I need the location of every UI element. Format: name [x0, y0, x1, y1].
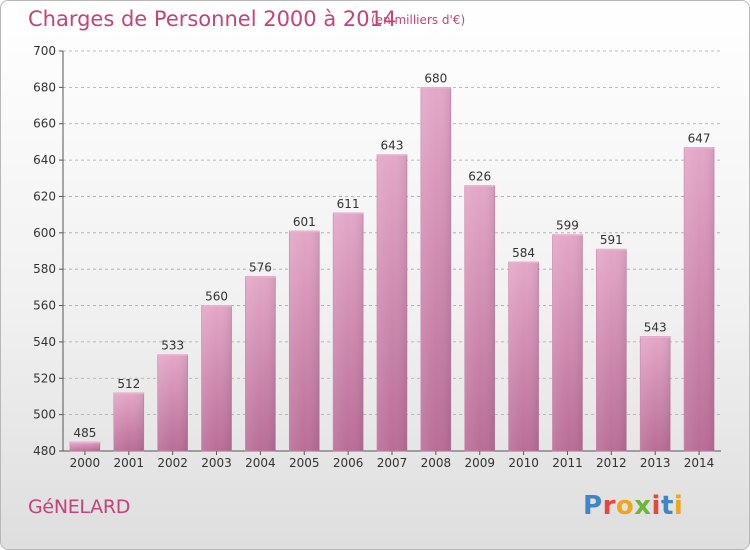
x-tick-label: 2003 — [201, 456, 232, 470]
x-tick-label: 2007 — [377, 456, 408, 470]
bar-shine — [377, 154, 407, 452]
bar-shine — [245, 276, 276, 451]
y-tick-label: 520 — [33, 371, 56, 385]
bar-shine — [420, 87, 451, 451]
chart-unit: (en milliers d'€) — [371, 13, 466, 27]
y-tick-label: 680 — [33, 80, 56, 94]
bar-shine — [684, 147, 715, 451]
x-tick-label: 2001 — [114, 456, 145, 470]
commune-name: GéNELARD — [28, 496, 131, 518]
x-tick-label: 2013 — [640, 456, 671, 470]
y-tick-label: 660 — [33, 117, 56, 131]
value-label: 543 — [644, 320, 667, 334]
bar-shine — [69, 441, 100, 451]
bar-shine — [201, 305, 232, 451]
logo-letter: P — [583, 491, 603, 521]
bar-shine — [508, 261, 539, 451]
bar-shine — [464, 185, 495, 451]
x-tick-label: 2009 — [464, 456, 495, 470]
value-label: 584 — [512, 246, 535, 260]
y-tick-label: 480 — [33, 444, 56, 458]
x-tick-label: 2008 — [421, 456, 452, 470]
y-tick-label: 540 — [33, 335, 56, 349]
x-tick-label: 2011 — [552, 456, 583, 470]
value-label: 643 — [381, 139, 404, 153]
y-tick-label: 600 — [33, 226, 56, 240]
value-label: 576 — [249, 260, 272, 274]
logo-letter: r — [602, 491, 616, 521]
value-label: 626 — [468, 170, 491, 184]
bar-shine — [333, 212, 364, 451]
x-tick-label: 2002 — [157, 456, 188, 470]
x-tick-label: 2000 — [70, 456, 101, 470]
value-label: 601 — [293, 215, 316, 229]
value-label: 512 — [117, 377, 140, 391]
value-label: 485 — [73, 426, 96, 440]
x-tick-label: 2006 — [333, 456, 364, 470]
y-tick-label: 640 — [33, 153, 56, 167]
value-label: 647 — [688, 131, 711, 145]
x-tick-label: 2012 — [596, 456, 627, 470]
bar-shine — [596, 249, 627, 451]
value-label: 591 — [600, 233, 623, 247]
logo-letter: o — [615, 491, 635, 521]
value-label: 533 — [161, 339, 184, 353]
logo-letter: t — [660, 491, 674, 521]
x-tick-label: 2010 — [508, 456, 539, 470]
bar-shine — [552, 234, 583, 451]
y-tick-label: 580 — [33, 262, 56, 276]
chart-title: Charges de Personnel 2000 à 2014 — [28, 7, 397, 31]
y-tick-label: 500 — [33, 408, 56, 422]
x-tick-label: 2014 — [684, 456, 715, 470]
value-label: 599 — [556, 219, 579, 233]
proxiti-logo: Proxiti — [583, 491, 683, 521]
bar-shine — [113, 392, 144, 451]
value-label: 611 — [337, 197, 360, 211]
bar-shine — [157, 354, 188, 451]
value-label: 680 — [424, 71, 447, 85]
value-label: 560 — [205, 290, 228, 304]
x-tick-label: 2005 — [289, 456, 320, 470]
bar-shine — [289, 231, 320, 451]
y-tick-label: 620 — [33, 189, 56, 203]
x-tick-label: 2004 — [245, 456, 276, 470]
logo-letter: x — [634, 491, 652, 521]
y-tick-label: 560 — [33, 299, 56, 313]
logo-letter: i — [673, 491, 684, 521]
y-tick-label: 700 — [33, 44, 56, 58]
bar-shine — [640, 336, 671, 451]
logo-letter: i — [651, 491, 661, 521]
